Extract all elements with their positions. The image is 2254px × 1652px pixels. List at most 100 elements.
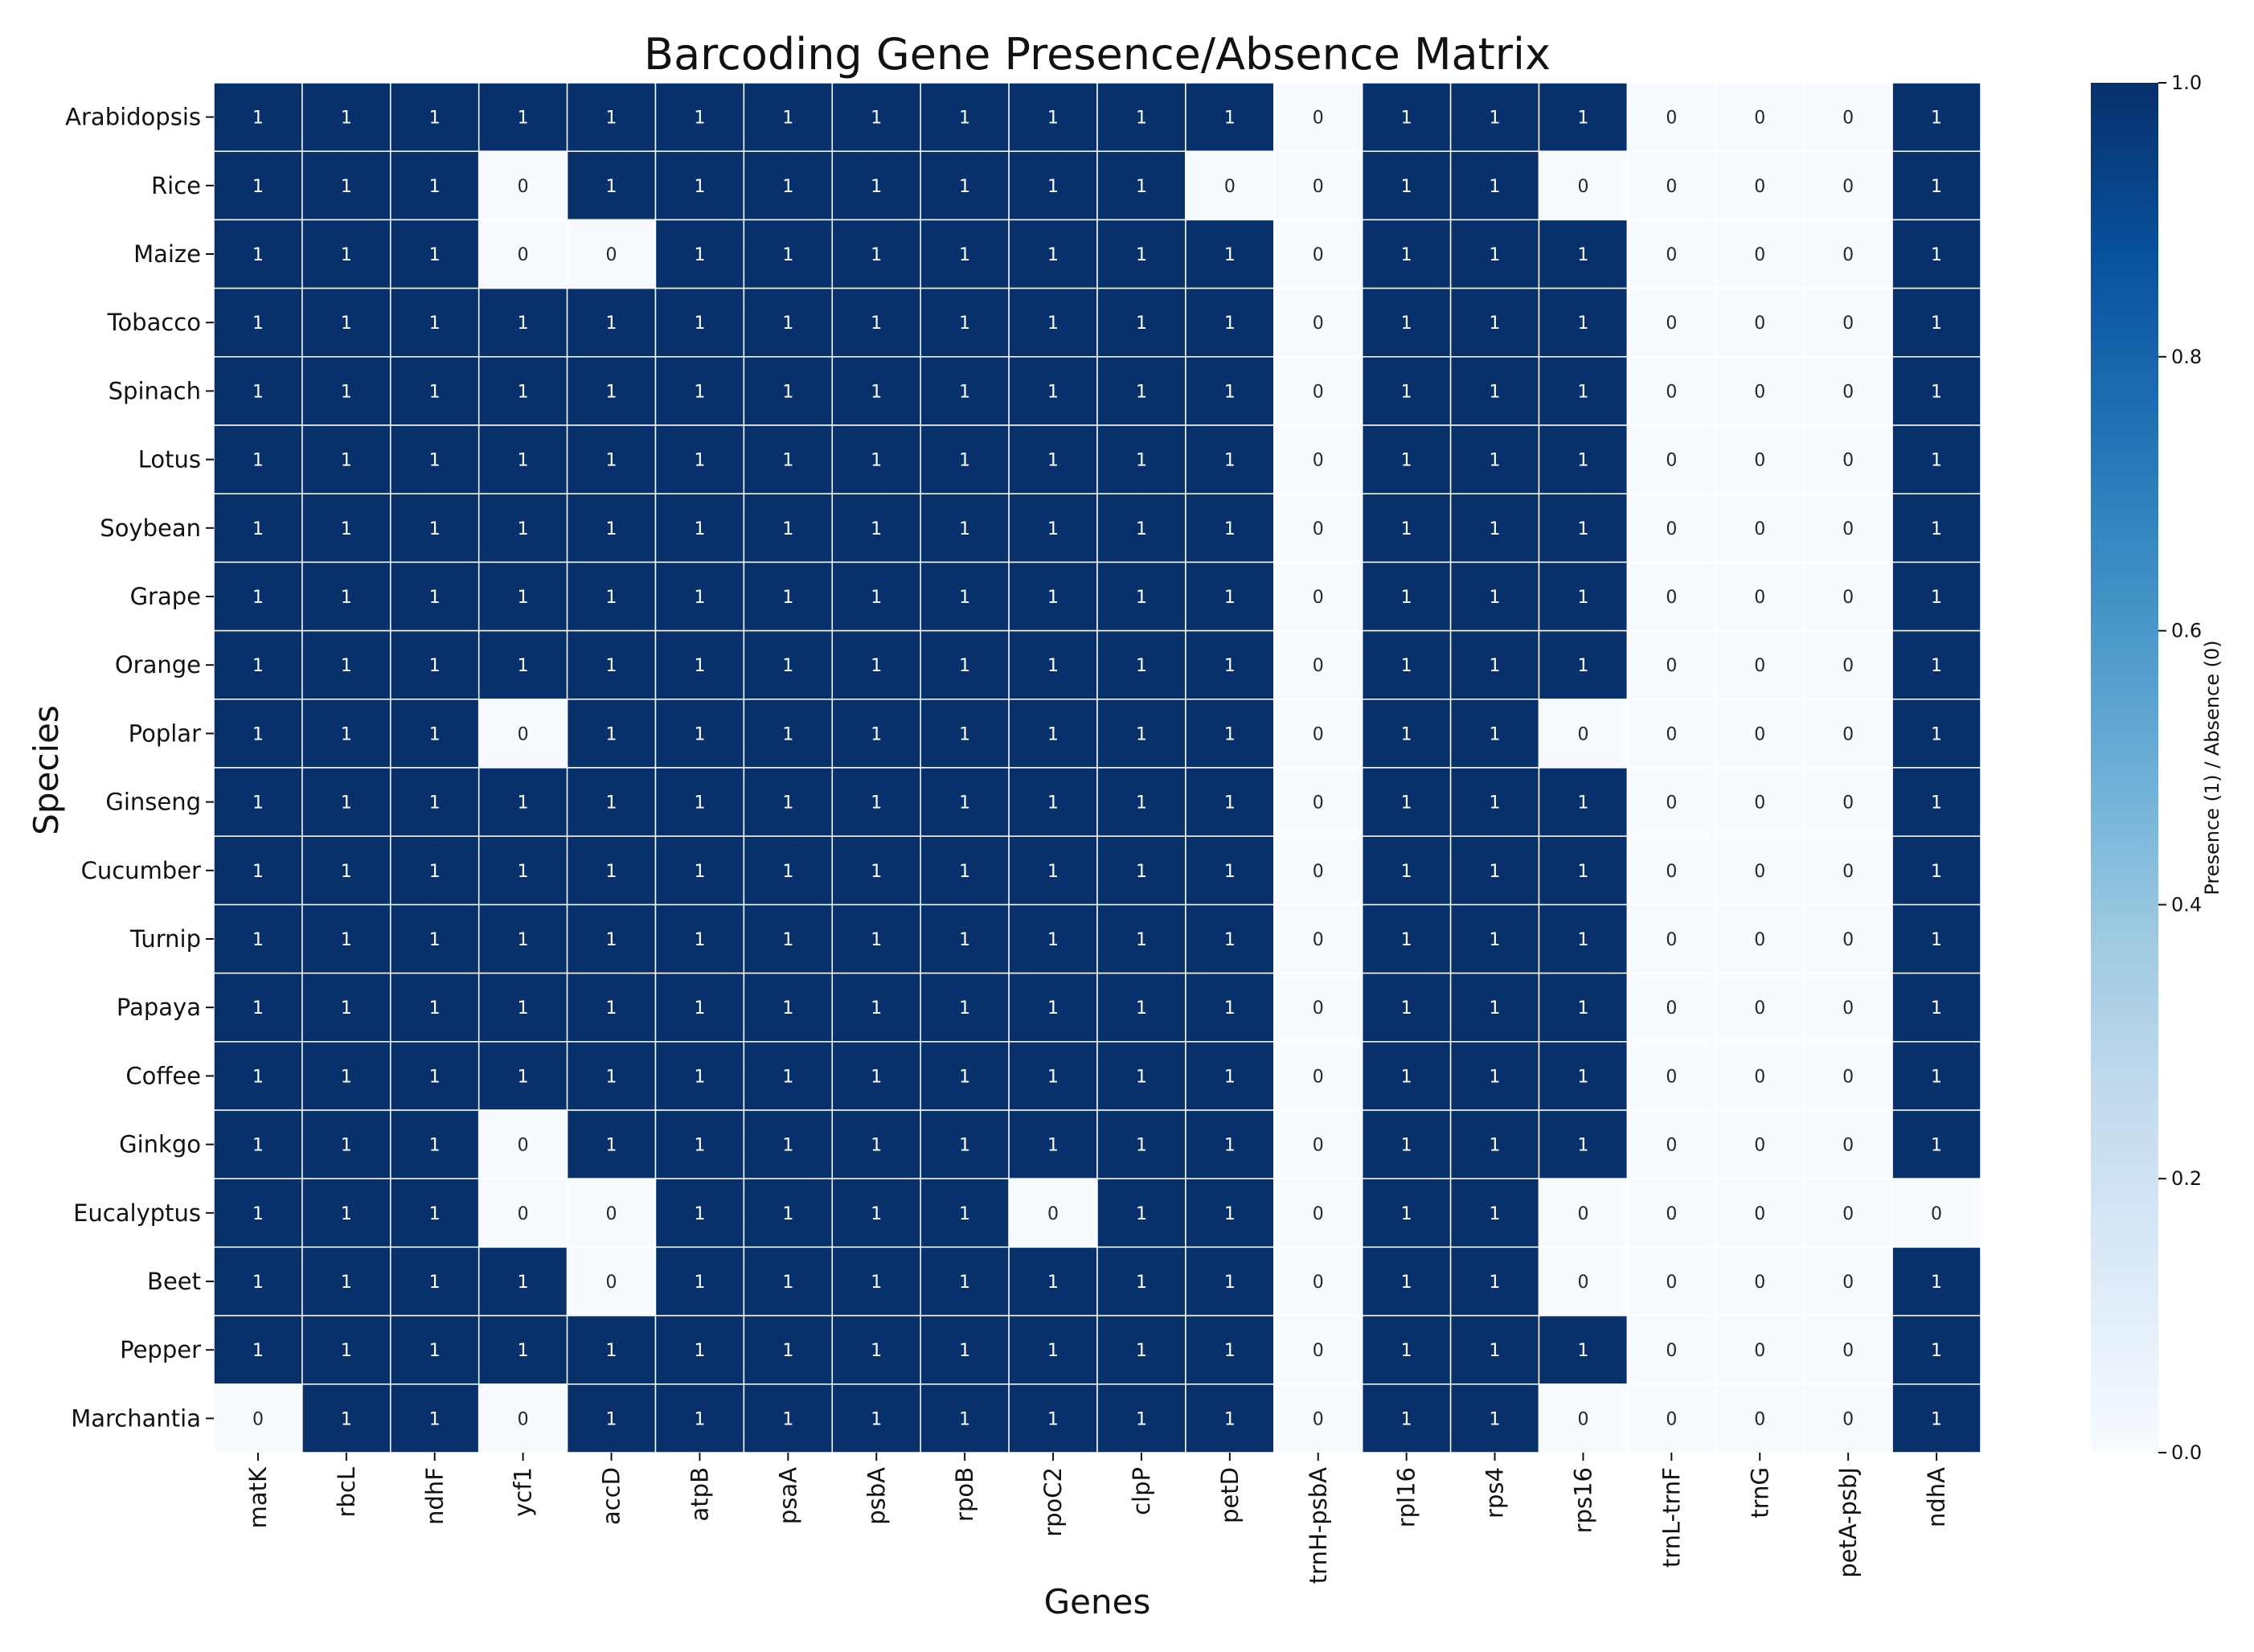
cell-value-label: 1: [252, 862, 264, 882]
cell-value-label: 1: [1490, 588, 1501, 608]
heatmap-cell: [1449, 904, 1540, 974]
cell-value-label: 1: [252, 1273, 264, 1293]
heatmap-cell: [1185, 493, 1275, 564]
y-tick-label: Ginkgo: [119, 1131, 201, 1158]
cell-value-label: 1: [694, 1067, 705, 1087]
cell-value-label: 1: [1224, 109, 1236, 129]
cell-value-label: 1: [518, 862, 529, 882]
cell-value-label: 1: [1136, 656, 1147, 676]
heatmap-cell: [390, 1246, 480, 1317]
heatmap-cell: [1449, 1314, 1540, 1385]
cell-value-label: 1: [252, 1067, 264, 1087]
cell-value-label: 1: [429, 930, 441, 950]
heatmap-cell: [1361, 1041, 1452, 1111]
heatmap-cell: [1449, 561, 1540, 632]
x-tick-label: rpoC2: [1039, 1467, 1067, 1537]
cell-value-label: 1: [1490, 998, 1501, 1019]
y-tick-label: Eucalyptus: [73, 1199, 201, 1227]
heatmap-cell: [831, 699, 921, 769]
cell-value-label: 1: [1931, 1067, 1942, 1087]
cell-value-label: 0: [1754, 1067, 1765, 1087]
cell-value-label: 1: [1136, 245, 1147, 265]
heatmap-cell: [301, 699, 391, 769]
heatmap-cell: [1008, 424, 1098, 494]
cell-value-label: 1: [429, 519, 441, 539]
heatmap-cell: [920, 219, 1010, 289]
heatmap-cell: [743, 767, 834, 837]
heatmap-cell: [1538, 699, 1629, 769]
cell-value-label: 1: [1577, 862, 1588, 882]
x-axis-title: Genes: [1044, 1582, 1151, 1621]
cell-value-label: 0: [1754, 177, 1765, 197]
heatmap-cell: [1273, 424, 1363, 494]
cell-value-label: 1: [429, 1136, 441, 1156]
cell-value-label: 1: [429, 656, 441, 676]
heatmap-cell: [1538, 629, 1629, 700]
cell-value-label: 1: [1931, 793, 1942, 814]
cell-value-label: 1: [1047, 793, 1059, 814]
heatmap-cell: [1273, 629, 1363, 700]
colorbar: Presence (1) / Absence (0) 0.0 0.2 0.4 0.6 0…: [2091, 72, 2223, 1464]
cell-value-label: 1: [1047, 1409, 1059, 1429]
cell-value-label: 1: [1577, 998, 1588, 1019]
heatmap-cell: [1361, 699, 1452, 769]
heatmap-cell: [566, 424, 657, 494]
heatmap-cell: [1096, 1246, 1186, 1317]
cell-value-label: 1: [871, 656, 882, 676]
cell-value-label: 0: [1754, 1341, 1765, 1361]
heatmap-cell: [1185, 835, 1275, 906]
cell-value-label: 1: [1136, 862, 1147, 882]
heatmap-cell: [920, 1246, 1010, 1317]
heatmap-cell: [743, 424, 834, 494]
heatmap-cell: [1449, 356, 1540, 426]
cell-value-label: 0: [1666, 1273, 1677, 1293]
cell-value-label: 1: [1047, 1136, 1059, 1156]
cell-value-label: 1: [1577, 656, 1588, 676]
cell-value-label: 1: [694, 793, 705, 814]
cell-value-label: 0: [518, 1136, 529, 1156]
cell-value-label: 0: [1313, 245, 1324, 265]
cell-value-label: 1: [429, 1067, 441, 1087]
cell-value-label: 1: [871, 451, 882, 471]
cell-value-label: 1: [1490, 177, 1501, 197]
heatmap-cell: [920, 150, 1010, 221]
heatmap-cell: [1096, 493, 1186, 564]
cell-value-label: 1: [1047, 998, 1059, 1019]
cell-value-label: 1: [341, 451, 352, 471]
heatmap-cell: [654, 1246, 745, 1317]
heatmap-cell: [920, 1109, 1010, 1179]
cell-value-label: 1: [1136, 793, 1147, 814]
cell-value-label: 1: [1047, 862, 1059, 882]
heatmap-cell: [1715, 1109, 1805, 1179]
cell-value-label: 1: [871, 724, 882, 744]
heatmap-cell: [1273, 767, 1363, 837]
heatmap-cell: [1008, 82, 1098, 152]
cell-value-label: 1: [1490, 451, 1501, 471]
cell-value-label: 1: [871, 245, 882, 265]
heatmap-cell: [654, 1109, 745, 1179]
x-tick-label: rps4: [1481, 1467, 1509, 1519]
cell-value-label: 1: [518, 519, 529, 539]
heatmap-cell: [654, 82, 745, 152]
heatmap-cell: [1891, 767, 1981, 837]
heatmap-cell: [477, 82, 568, 152]
heatmap-cell: [477, 1041, 568, 1111]
y-tick-label: Ginseng: [105, 789, 201, 816]
cell-value-label: 1: [871, 1341, 882, 1361]
heatmap-cell: [654, 493, 745, 564]
cell-value-label: 1: [341, 245, 352, 265]
cell-value-label: 1: [1401, 314, 1412, 334]
heatmap-cell: [1891, 1314, 1981, 1385]
heatmap-cell: [1273, 1178, 1363, 1248]
heatmap-cell: [301, 493, 391, 564]
cell-value-label: 0: [1842, 245, 1854, 265]
heatmap-cell: [1008, 219, 1098, 289]
heatmap-cell: [1449, 424, 1540, 494]
heatmap-cell: [566, 1383, 657, 1453]
heatmap-cell: [1273, 699, 1363, 769]
cell-value-label: 0: [1666, 245, 1677, 265]
heatmap-cell: [1096, 904, 1186, 974]
cell-value-label: 1: [782, 177, 793, 197]
heatmap-cell: [1096, 699, 1186, 769]
colorbar-tick-label: 0.6: [2171, 620, 2202, 642]
